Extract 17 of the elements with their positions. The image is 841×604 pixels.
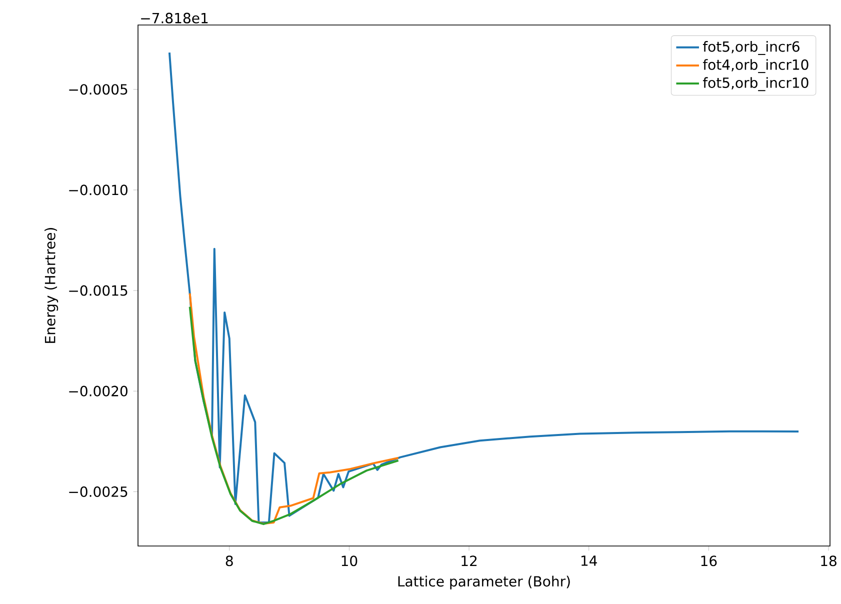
y-tick-label: −0.0020 xyxy=(69,386,128,396)
x-tick-label: 10 xyxy=(342,556,358,566)
x-tick-label: 14 xyxy=(581,556,597,566)
x-tick-label: 8 xyxy=(226,556,233,566)
x-tick-label: 18 xyxy=(821,556,836,566)
y-tick-label: −0.0005 xyxy=(69,84,128,95)
y-tick-label: −0.0015 xyxy=(69,285,128,296)
y-tick-label: −0.0025 xyxy=(69,486,128,497)
x-axis-title: Lattice parameter (Bohr) xyxy=(398,576,570,590)
legend-label: fot4,orb_incr10 xyxy=(702,59,808,74)
x-tick-label: 16 xyxy=(701,556,717,566)
y-tick-label: −0.0010 xyxy=(69,184,128,196)
text: −7.818e1 xyxy=(141,12,208,24)
legend-label: fot5,orb_incr10 xyxy=(702,77,808,92)
x-tick-label: 12 xyxy=(462,556,477,566)
y-axis-title: Energy (Hartree) xyxy=(44,228,58,343)
legend-label: fot5,orb_incr6 xyxy=(702,41,800,55)
